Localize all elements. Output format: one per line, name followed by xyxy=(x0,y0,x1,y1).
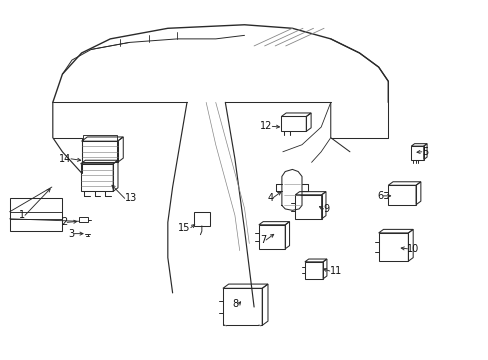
Text: 11: 11 xyxy=(329,266,341,276)
Text: 12: 12 xyxy=(260,121,272,131)
Text: 15: 15 xyxy=(178,222,190,233)
Bar xyxy=(194,212,209,226)
Bar xyxy=(10,198,62,231)
Text: 5: 5 xyxy=(421,147,427,157)
Text: 8: 8 xyxy=(232,299,238,309)
Text: 4: 4 xyxy=(266,193,273,203)
Text: 2: 2 xyxy=(61,217,67,227)
Text: 9: 9 xyxy=(323,204,329,214)
Text: 10: 10 xyxy=(407,244,419,254)
Bar xyxy=(82,135,117,141)
Text: 3: 3 xyxy=(68,229,74,239)
Text: 14: 14 xyxy=(59,154,71,164)
Text: 6: 6 xyxy=(377,191,383,201)
Bar xyxy=(79,217,88,222)
Text: 13: 13 xyxy=(124,193,137,203)
Text: 7: 7 xyxy=(259,235,265,245)
Text: 1: 1 xyxy=(19,210,25,220)
